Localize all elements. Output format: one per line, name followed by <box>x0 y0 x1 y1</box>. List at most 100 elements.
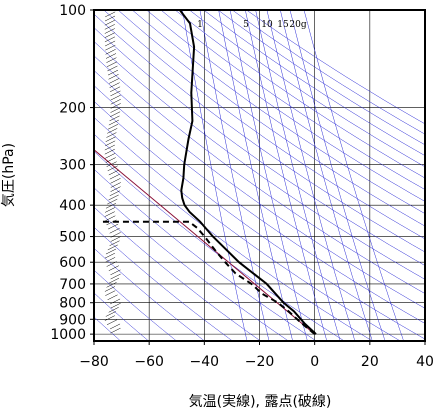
hatch-line <box>108 265 119 271</box>
hatch-line <box>108 119 119 126</box>
hatch-line <box>105 311 116 317</box>
hatch-line <box>104 32 115 38</box>
mixing-ratio-line <box>199 10 270 341</box>
hatch-line <box>107 128 118 134</box>
hatch-line <box>104 40 116 47</box>
hatch-line <box>107 165 118 172</box>
hatch-line <box>105 140 116 147</box>
hatch-line <box>105 203 117 209</box>
hatch-line <box>105 136 116 142</box>
hatch-line <box>107 198 118 205</box>
mixing-ratio-label: 5 <box>243 20 249 30</box>
hatch-line <box>108 223 119 230</box>
y-tick-label: 500 <box>59 230 86 246</box>
hatch-line <box>104 15 116 22</box>
y-tick-label: 1000 <box>50 327 86 343</box>
dry-adiabat-line <box>189 10 425 168</box>
hatch-line <box>104 148 115 155</box>
mixing-ratio-line <box>280 10 373 341</box>
dry-adiabat-line <box>94 55 425 294</box>
hatch-line <box>104 19 116 26</box>
hatch-line <box>105 11 116 18</box>
hatch-line <box>106 161 117 167</box>
dry-adiabat-line <box>94 316 121 341</box>
hatch-line <box>104 211 115 217</box>
dry-adiabat-line <box>146 10 425 202</box>
hatch-line <box>104 207 116 213</box>
hatch-line <box>104 24 115 30</box>
y-tick-label: 300 <box>59 158 86 174</box>
hatch-line <box>109 82 120 88</box>
hatch-line <box>108 169 119 176</box>
mixing-ratio-line <box>218 10 293 341</box>
hatch-line <box>110 273 121 280</box>
x-tick-label: −40 <box>190 354 220 370</box>
y-tick-label: 600 <box>59 255 86 271</box>
plot-series <box>100 10 317 335</box>
hatch-line <box>104 144 115 151</box>
dry-adiabat-line <box>203 10 425 156</box>
mixing-ratio-line <box>303 10 404 341</box>
mixing-ratio-line <box>229 10 308 341</box>
hatch-line <box>107 244 118 251</box>
parcel-reference-line <box>94 149 315 335</box>
hatch-line <box>107 69 119 76</box>
hatch-line <box>106 282 117 288</box>
hatch-line <box>104 252 115 259</box>
hatch-line <box>104 36 116 43</box>
hatch-line <box>110 111 121 117</box>
dry-adiabat-line <box>94 70 425 309</box>
dry-adiabat-line <box>94 133 373 341</box>
y-tick-label: 200 <box>59 101 86 117</box>
hatch-line <box>105 157 116 163</box>
mixing-ratio-line <box>255 10 341 341</box>
hatch-line <box>105 53 117 59</box>
hatch-line <box>104 286 116 292</box>
mixing-ratio-label: 15 <box>277 20 289 30</box>
hatch-line <box>110 182 121 188</box>
hatch-line <box>105 49 116 55</box>
y-tick-label: 700 <box>59 277 86 293</box>
hatch-line <box>106 319 118 326</box>
mixing-ratio-line <box>245 10 328 341</box>
x-tick-label: 20 <box>361 354 379 370</box>
hatch-line <box>110 90 121 97</box>
hatch-line <box>108 307 119 313</box>
dry-adiabat-line <box>94 41 425 280</box>
y-tick-label: 100 <box>59 3 86 19</box>
dry-adiabat-line <box>94 187 289 341</box>
hatch-line <box>109 228 120 234</box>
hatch-line <box>105 153 116 159</box>
mixing-ratio-label: 1 <box>197 20 203 30</box>
hatch-line <box>110 269 121 276</box>
mixing-ratio-line <box>182 10 248 341</box>
x-tick-label: 0 <box>310 354 319 370</box>
dry-adiabat-line <box>94 206 261 341</box>
dry-adiabat-line <box>94 27 425 266</box>
x-axis-label: 気温(実線), 露点(破線) <box>189 394 332 410</box>
hatch-line <box>109 323 121 330</box>
x-tick-label: −60 <box>134 354 164 370</box>
hatch-line <box>109 190 120 197</box>
hatch-line <box>106 57 117 63</box>
hatch-line <box>107 65 118 72</box>
mixing-ratio-line <box>266 10 356 341</box>
dry-adiabat-line <box>94 168 317 341</box>
hatch-line <box>110 186 121 192</box>
hatch-line <box>104 315 115 321</box>
dry-adiabat-line <box>175 10 425 179</box>
hatch-line <box>106 61 118 68</box>
dry-adiabat-line <box>94 85 425 324</box>
hatch-line <box>107 123 119 130</box>
dry-adiabat-line <box>103 10 425 240</box>
hatch-line <box>110 94 121 101</box>
axis-ticks: −80 −60 −40 −20 0 20 40 100 200 300 400 500 600 700 80… <box>50 3 434 370</box>
dry-adiabat-line <box>117 10 425 227</box>
hatch-line <box>110 236 121 242</box>
dry-adiabat-line <box>132 10 425 214</box>
hatch-line <box>110 178 121 184</box>
dewpoint-line <box>100 220 316 335</box>
dry-adiabat-line <box>160 10 425 190</box>
hatch-line <box>109 240 120 246</box>
mixing-ratio-label: 20g <box>289 20 306 30</box>
